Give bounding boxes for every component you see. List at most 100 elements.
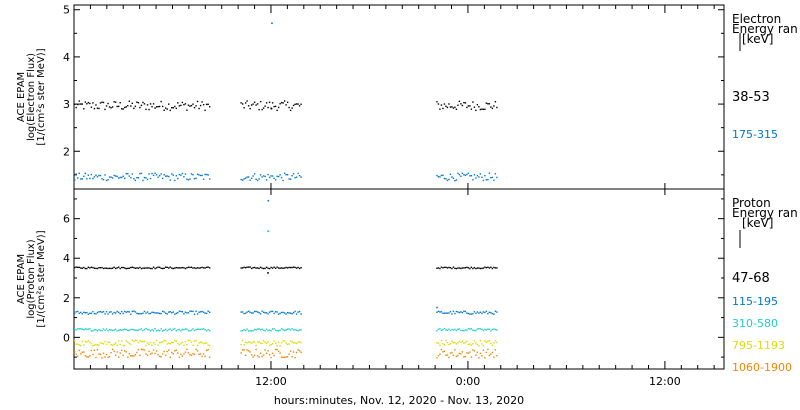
data-point (161, 177, 164, 180)
data-point (488, 354, 491, 357)
data-point (205, 312, 208, 315)
data-point (204, 342, 206, 344)
data-point (496, 354, 498, 357)
data-point (172, 107, 174, 109)
data-point (127, 310, 129, 313)
data-point (259, 329, 262, 331)
y-tick-label: 6 (63, 213, 70, 226)
data-point (92, 344, 94, 347)
data-point (455, 329, 458, 332)
data-point (177, 312, 179, 314)
data-point (460, 341, 462, 344)
data-point (262, 329, 265, 332)
data-point (93, 312, 96, 315)
data-point (241, 103, 244, 105)
data-point (490, 266, 492, 268)
data-point (454, 267, 456, 270)
data-point (457, 267, 459, 269)
data-point (174, 267, 176, 269)
data-point (496, 341, 498, 344)
data-point (133, 340, 135, 343)
data-point (78, 172, 80, 175)
data-point (457, 342, 459, 344)
data-point (190, 266, 193, 268)
data-point (180, 353, 182, 355)
data-point (484, 357, 486, 359)
data-point (134, 339, 137, 342)
data-point (249, 179, 251, 181)
data-point (440, 104, 443, 106)
data-point (244, 177, 247, 179)
data-point (452, 310, 455, 313)
data-point (472, 313, 474, 315)
data-point (108, 311, 111, 313)
data-point (99, 174, 102, 177)
series-115-195 (74, 310, 498, 315)
data-point (448, 343, 450, 346)
data-point (201, 355, 203, 358)
data-point (114, 175, 117, 177)
data-point (149, 267, 152, 270)
data-point (493, 105, 495, 107)
data-point (137, 341, 140, 344)
data-point (297, 329, 299, 332)
spike-point (267, 199, 270, 202)
data-point (259, 313, 262, 315)
data-point (95, 329, 97, 331)
data-point (204, 355, 206, 358)
data-point (440, 339, 443, 342)
data-point (125, 172, 127, 175)
data-point (460, 311, 462, 313)
plot-frame (73, 4, 725, 370)
data-point (83, 266, 85, 269)
data-point (442, 343, 444, 345)
data-point (297, 349, 299, 351)
data-point (117, 177, 120, 179)
data-point (267, 106, 269, 109)
data-point (154, 267, 156, 270)
data-point (93, 107, 96, 110)
data-point (473, 350, 476, 352)
data-point (142, 101, 144, 104)
data-point (142, 340, 144, 343)
data-point (183, 313, 185, 315)
data-point (146, 354, 149, 357)
data-point (298, 310, 301, 313)
data-point (295, 342, 298, 345)
data-point (98, 174, 100, 177)
data-point (114, 354, 117, 357)
data-point (145, 312, 147, 314)
data-point (192, 310, 194, 313)
data-point (243, 344, 245, 346)
data-point (454, 312, 456, 315)
data-point (262, 311, 265, 313)
data-point (121, 329, 123, 332)
data-point (78, 344, 80, 346)
data-point (247, 330, 250, 332)
data-point (258, 328, 260, 330)
data-point (463, 174, 465, 176)
data-point (102, 310, 105, 313)
data-point (297, 172, 299, 175)
data-point (271, 102, 274, 104)
data-point (457, 354, 459, 357)
data-point (449, 267, 452, 269)
data-point (490, 353, 492, 355)
data-point (201, 341, 203, 344)
data-point (187, 339, 190, 342)
data-point (458, 328, 461, 330)
data-point (165, 354, 167, 356)
data-point (246, 266, 248, 268)
data-point (469, 343, 471, 345)
data-point (193, 106, 196, 109)
data-point (121, 108, 123, 110)
data-point (163, 339, 165, 342)
data-point (199, 341, 202, 343)
data-point (273, 354, 275, 357)
data-point (255, 310, 257, 313)
data-point (289, 312, 292, 314)
data-point (271, 328, 274, 330)
data-point (181, 341, 184, 343)
data-point (481, 355, 483, 357)
data-point (125, 267, 127, 270)
